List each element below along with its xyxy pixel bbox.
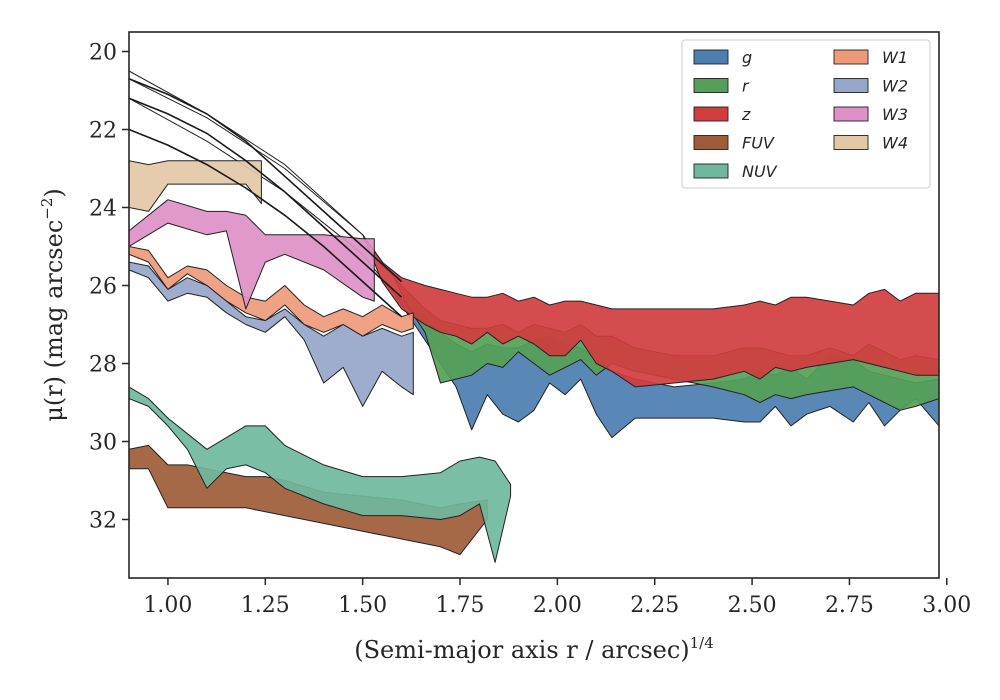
legend-swatch-W4 bbox=[833, 135, 869, 150]
legend-swatch-r bbox=[693, 78, 729, 93]
model-line-3 bbox=[129, 128, 403, 318]
legend-label-z: z bbox=[741, 105, 751, 124]
x-axis: 1.00 1.25 1.50 1.75 2.00 2.25 2.50 2.75 3.00 bbox=[143, 578, 971, 618]
legend-swatch-W3 bbox=[833, 106, 869, 122]
legend-label-W3: W3 bbox=[882, 105, 908, 124]
legend: grz FUV NUV W1 W2 W3 W4 bbox=[681, 39, 931, 189]
y-tick-label: 24 bbox=[89, 197, 117, 222]
legend-swatch-W2 bbox=[833, 78, 869, 93]
x-tick-label: 2.00 bbox=[533, 593, 582, 618]
legend-label-W4: W4 bbox=[882, 134, 908, 153]
x-tick-label: 1.25 bbox=[241, 593, 290, 618]
series-layer bbox=[129, 70, 939, 563]
y-tick-label: 26 bbox=[89, 275, 117, 300]
legend-box bbox=[681, 39, 931, 189]
band-W2 bbox=[129, 261, 414, 407]
x-tick-label: 1.50 bbox=[338, 593, 387, 618]
legend-swatch-W1 bbox=[833, 49, 869, 65]
y-tick-label: 20 bbox=[89, 41, 117, 66]
legend-label-FUV: FUV bbox=[742, 134, 775, 153]
y-axis-label: μ(r) (mag arcsec−2) bbox=[38, 188, 68, 422]
y-tick-label: 32 bbox=[89, 509, 117, 534]
x-tick-label: 2.75 bbox=[825, 593, 874, 618]
x-tick-label: 1.75 bbox=[436, 593, 485, 618]
plot-frame bbox=[128, 31, 940, 579]
x-tick-label: 3.00 bbox=[922, 593, 971, 618]
legend-label-W1: W1 bbox=[882, 48, 908, 67]
y-tick-label: 22 bbox=[89, 119, 117, 144]
legend-label-W2: W2 bbox=[882, 77, 908, 96]
model-line-2 bbox=[129, 97, 403, 298]
legend-swatch-NUV bbox=[693, 163, 729, 179]
legend-label-g: g bbox=[742, 48, 752, 67]
model-line-1 bbox=[129, 78, 403, 283]
x-tick-label: 2.25 bbox=[630, 593, 679, 618]
y-axis: 20 22 24 26 28 30 32 bbox=[89, 41, 129, 534]
band-z bbox=[129, 70, 939, 388]
model-lines bbox=[129, 78, 403, 318]
x-tick-label: 2.50 bbox=[728, 593, 777, 618]
y-tick-label: 28 bbox=[89, 353, 117, 378]
legend-swatch-FUV bbox=[693, 135, 729, 150]
legend-swatch-z bbox=[693, 106, 729, 122]
band-W4 bbox=[129, 160, 262, 212]
band-NUV bbox=[129, 386, 512, 563]
y-tick-label: 30 bbox=[89, 431, 117, 456]
legend-label-r: r bbox=[742, 77, 750, 96]
x-tick-label: 1.00 bbox=[143, 593, 192, 618]
x-axis-label: (Semi-major axis r / arcsec)1/4 bbox=[354, 634, 714, 664]
band-W3 bbox=[129, 199, 375, 310]
legend-swatch-g bbox=[693, 49, 729, 65]
legend-label-NUV: NUV bbox=[742, 162, 778, 181]
